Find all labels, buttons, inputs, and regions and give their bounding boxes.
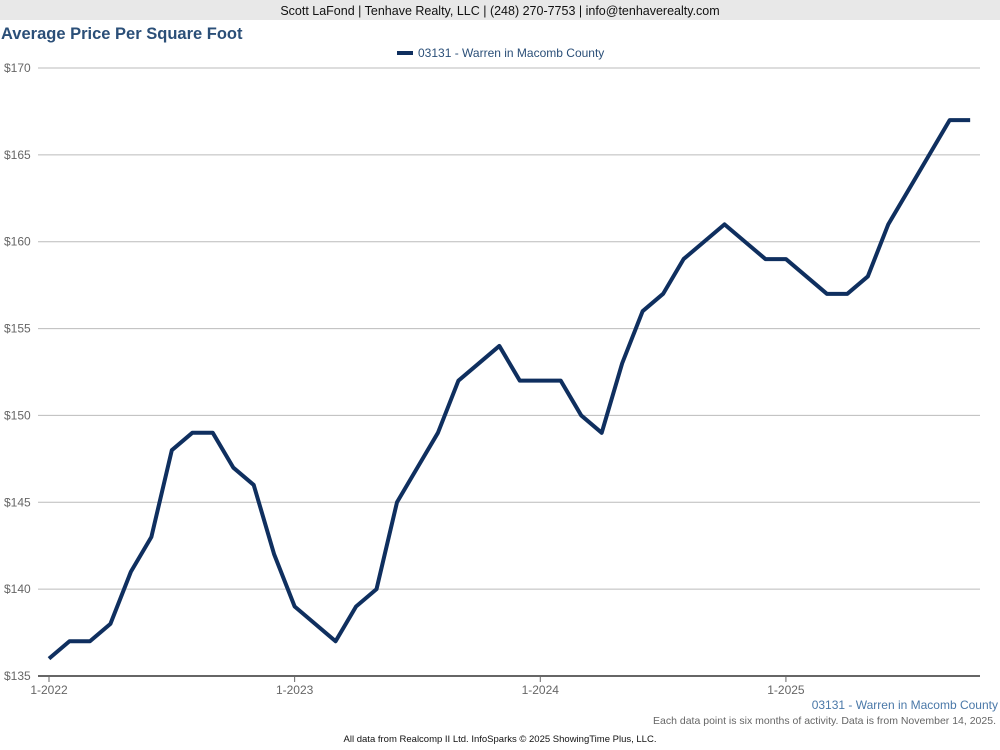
- y-tick-label: $145: [4, 495, 31, 509]
- x-tick-label: 1-2022: [30, 683, 68, 697]
- y-tick-label: $135: [4, 669, 31, 683]
- legend-swatch: [397, 51, 413, 55]
- credit: All data from Realcomp II Ltd. InfoSpark…: [343, 734, 657, 745]
- series-line: [47, 118, 971, 661]
- chart-title: Average Price Per Square Foot: [1, 25, 243, 43]
- chart-area: $135 $140 $145 $150 $155 $160 $165 $170 1-2022 1-…: [4, 61, 980, 697]
- y-tick-label: $155: [4, 322, 31, 336]
- x-tick-label: 1-2023: [276, 683, 314, 697]
- series-caption: 03131 - Warren in Macomb County: [811, 698, 998, 712]
- x-tick-label: 1-2025: [767, 683, 805, 697]
- y-tick-label: $165: [4, 148, 31, 162]
- y-tick-label: $150: [4, 408, 31, 422]
- y-tick-label: $140: [4, 582, 31, 596]
- x-tick-label: 1-2024: [522, 683, 560, 697]
- legend-label: 03131 - Warren in Macomb County: [418, 46, 605, 60]
- legend: 03131 - Warren in Macomb County: [397, 46, 604, 60]
- y-tick-label: $160: [4, 235, 31, 249]
- header-bar: Scott LaFond | Tenhave Realty, LLC | (24…: [0, 0, 1000, 20]
- y-tick-label: $170: [4, 61, 31, 75]
- data-note: Each data point is six months of activit…: [653, 715, 996, 727]
